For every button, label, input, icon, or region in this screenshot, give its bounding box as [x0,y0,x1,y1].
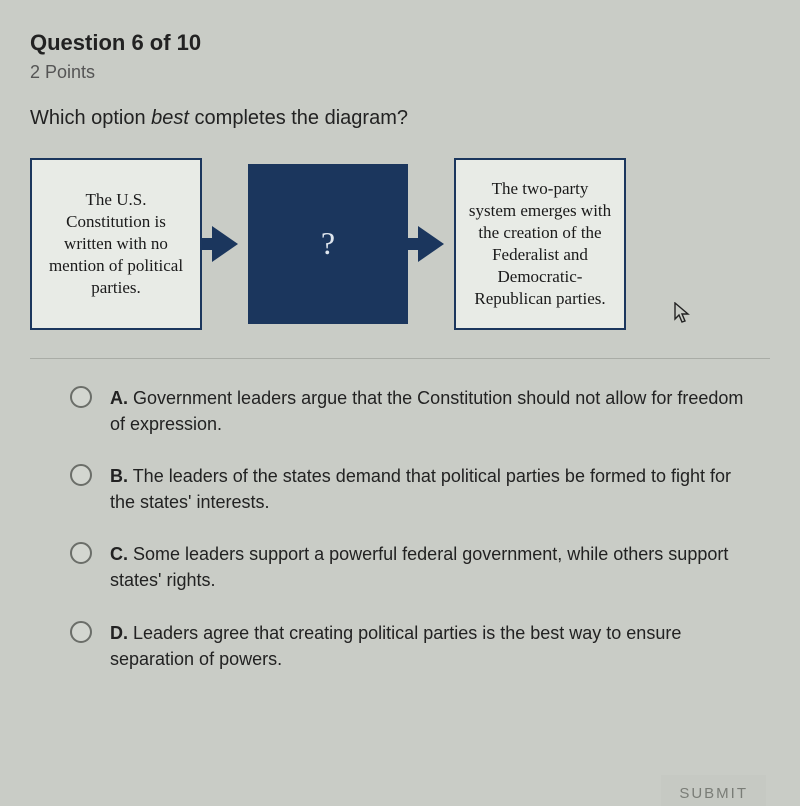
submit-button[interactable]: SUBMIT [661,775,766,806]
option-text: D. Leaders agree that creating political… [110,620,748,672]
prompt-post: completes the diagram? [189,107,408,129]
radio-icon[interactable] [70,542,92,564]
divider [30,358,770,359]
answer-options: A. Government leaders argue that the Con… [30,385,770,672]
radio-icon[interactable] [70,621,92,643]
option-text: A. Government leaders argue that the Con… [110,385,748,437]
diagram: The U.S. Constitution is written with no… [30,158,770,330]
option-body: Government leaders argue that the Consti… [110,388,743,434]
option-c[interactable]: C. Some leaders support a powerful feder… [70,541,748,593]
option-text: C. Some leaders support a powerful feder… [110,541,748,593]
prompt-pre: Which option [30,107,151,129]
diagram-box-3: The two-party system emerges with the cr… [454,158,626,330]
option-body: Leaders agree that creating political pa… [110,623,681,669]
diagram-box-1: The U.S. Constitution is written with no… [30,158,202,330]
option-body: The leaders of the states demand that po… [110,466,731,512]
option-body: Some leaders support a powerful federal … [110,544,728,590]
option-letter: A. [110,388,128,408]
question-prompt: Which option best completes the diagram? [30,107,770,130]
arrow-right-icon [418,226,444,262]
option-a[interactable]: A. Government leaders argue that the Con… [70,385,748,437]
option-letter: B. [110,466,128,486]
option-letter: C. [110,544,128,564]
option-text: B. The leaders of the states demand that… [110,463,748,515]
radio-icon[interactable] [70,386,92,408]
option-b[interactable]: B. The leaders of the states demand that… [70,463,748,515]
prompt-italic: best [151,107,189,129]
question-points: 2 Points [30,62,770,83]
radio-icon[interactable] [70,464,92,486]
arrow-right-icon [212,226,238,262]
option-d[interactable]: D. Leaders agree that creating political… [70,620,748,672]
question-title: Question 6 of 10 [30,30,770,56]
option-letter: D. [110,623,128,643]
diagram-box-2: ? [248,164,408,324]
